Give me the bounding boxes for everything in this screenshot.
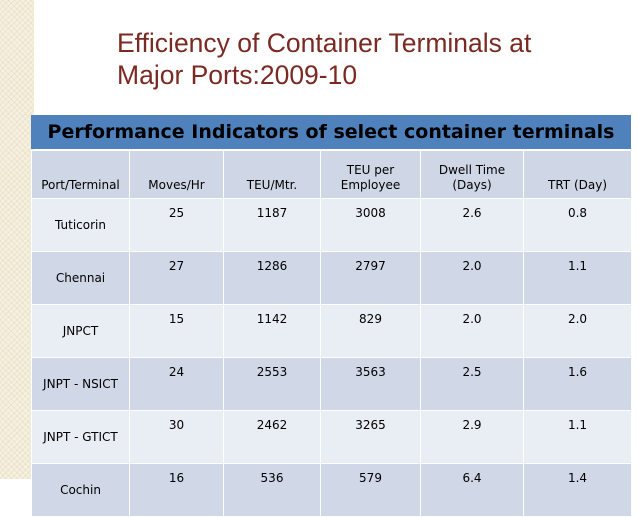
cell-teu-mtr: 1142 [223, 304, 321, 358]
table-header-row: Port/Terminal Moves/Hr TEU/Mtr. TEU per … [31, 150, 632, 199]
header-moves-per-hour: Moves/Hr [129, 150, 224, 199]
table-row: Tuticorin 25 1187 3008 2.6 0.8 [31, 198, 632, 252]
table-row: JNPT - NSICT 24 2553 3563 2.5 1.6 [31, 357, 632, 411]
cell-teu-employee: 579 [320, 463, 421, 517]
cell-port: JNPT - GTICT [31, 410, 130, 464]
table-row: Cochin 16 536 579 6.4 1.4 [31, 463, 632, 517]
header-dwell-time: Dwell Time (Days) [420, 150, 524, 199]
cell-port: Cochin [31, 463, 130, 517]
cell-teu-mtr: 1187 [223, 198, 321, 252]
cell-dwell-time: 2.5 [420, 357, 524, 411]
cell-trt: 1.6 [523, 357, 632, 411]
cell-trt: 1.1 [523, 251, 632, 305]
cell-dwell-time: 2.0 [420, 251, 524, 305]
cell-trt: 1.4 [523, 463, 632, 517]
decorative-side-panel [0, 0, 34, 479]
slide-title-line-1: Efficiency of Container Terminals at [117, 28, 532, 58]
header-teu-per-employee-line-2: Employee [340, 178, 401, 192]
table-caption: Performance Indicators of select contain… [31, 115, 631, 149]
cell-teu-employee: 829 [320, 304, 421, 358]
table-row: JNPCT 15 1142 829 2.0 2.0 [31, 304, 632, 358]
cell-teu-employee: 3265 [320, 410, 421, 464]
cell-teu-mtr: 1286 [223, 251, 321, 305]
header-teu-per-employee: TEU per Employee [320, 150, 421, 199]
cell-teu-mtr: 2462 [223, 410, 321, 464]
header-teu-per-meter: TEU/Mtr. [223, 150, 321, 199]
cell-teu-mtr: 2553 [223, 357, 321, 411]
cell-dwell-time: 2.0 [420, 304, 524, 358]
cell-port: JNPCT [31, 304, 130, 358]
table-row: JNPT - GTICT 30 2462 3265 2.9 1.1 [31, 410, 632, 464]
cell-trt: 2.0 [523, 304, 632, 358]
header-dwell-time-line-2: (Days) [452, 178, 492, 192]
cell-dwell-time: 2.6 [420, 198, 524, 252]
header-trt-day: TRT (Day) [523, 150, 632, 199]
cell-port: Chennai [31, 251, 130, 305]
cell-dwell-time: 2.9 [420, 410, 524, 464]
cell-moves: 27 [129, 251, 224, 305]
cell-dwell-time: 6.4 [420, 463, 524, 517]
cell-teu-employee: 3563 [320, 357, 421, 411]
header-dwell-time-line-1: Dwell Time [438, 163, 506, 177]
slide-title: Efficiency of Container Terminals at Maj… [117, 27, 617, 91]
cell-teu-employee: 3008 [320, 198, 421, 252]
slide-title-line-2: Major Ports:2009-10 [117, 60, 358, 90]
table-row: Chennai 27 1286 2797 2.0 1.1 [31, 251, 632, 305]
cell-trt: 0.8 [523, 198, 632, 252]
cell-moves: 15 [129, 304, 224, 358]
cell-moves: 24 [129, 357, 224, 411]
cell-port: Tuticorin [31, 198, 130, 252]
cell-moves: 16 [129, 463, 224, 517]
cell-port: JNPT - NSICT [31, 357, 130, 411]
cell-moves: 30 [129, 410, 224, 464]
header-port-terminal: Port/Terminal [31, 150, 130, 199]
cell-teu-mtr: 536 [223, 463, 321, 517]
cell-teu-employee: 2797 [320, 251, 421, 305]
header-teu-per-employee-line-1: TEU per [346, 163, 395, 177]
performance-table: Port/Terminal Moves/Hr TEU/Mtr. TEU per … [31, 150, 632, 517]
cell-moves: 25 [129, 198, 224, 252]
cell-trt: 1.1 [523, 410, 632, 464]
